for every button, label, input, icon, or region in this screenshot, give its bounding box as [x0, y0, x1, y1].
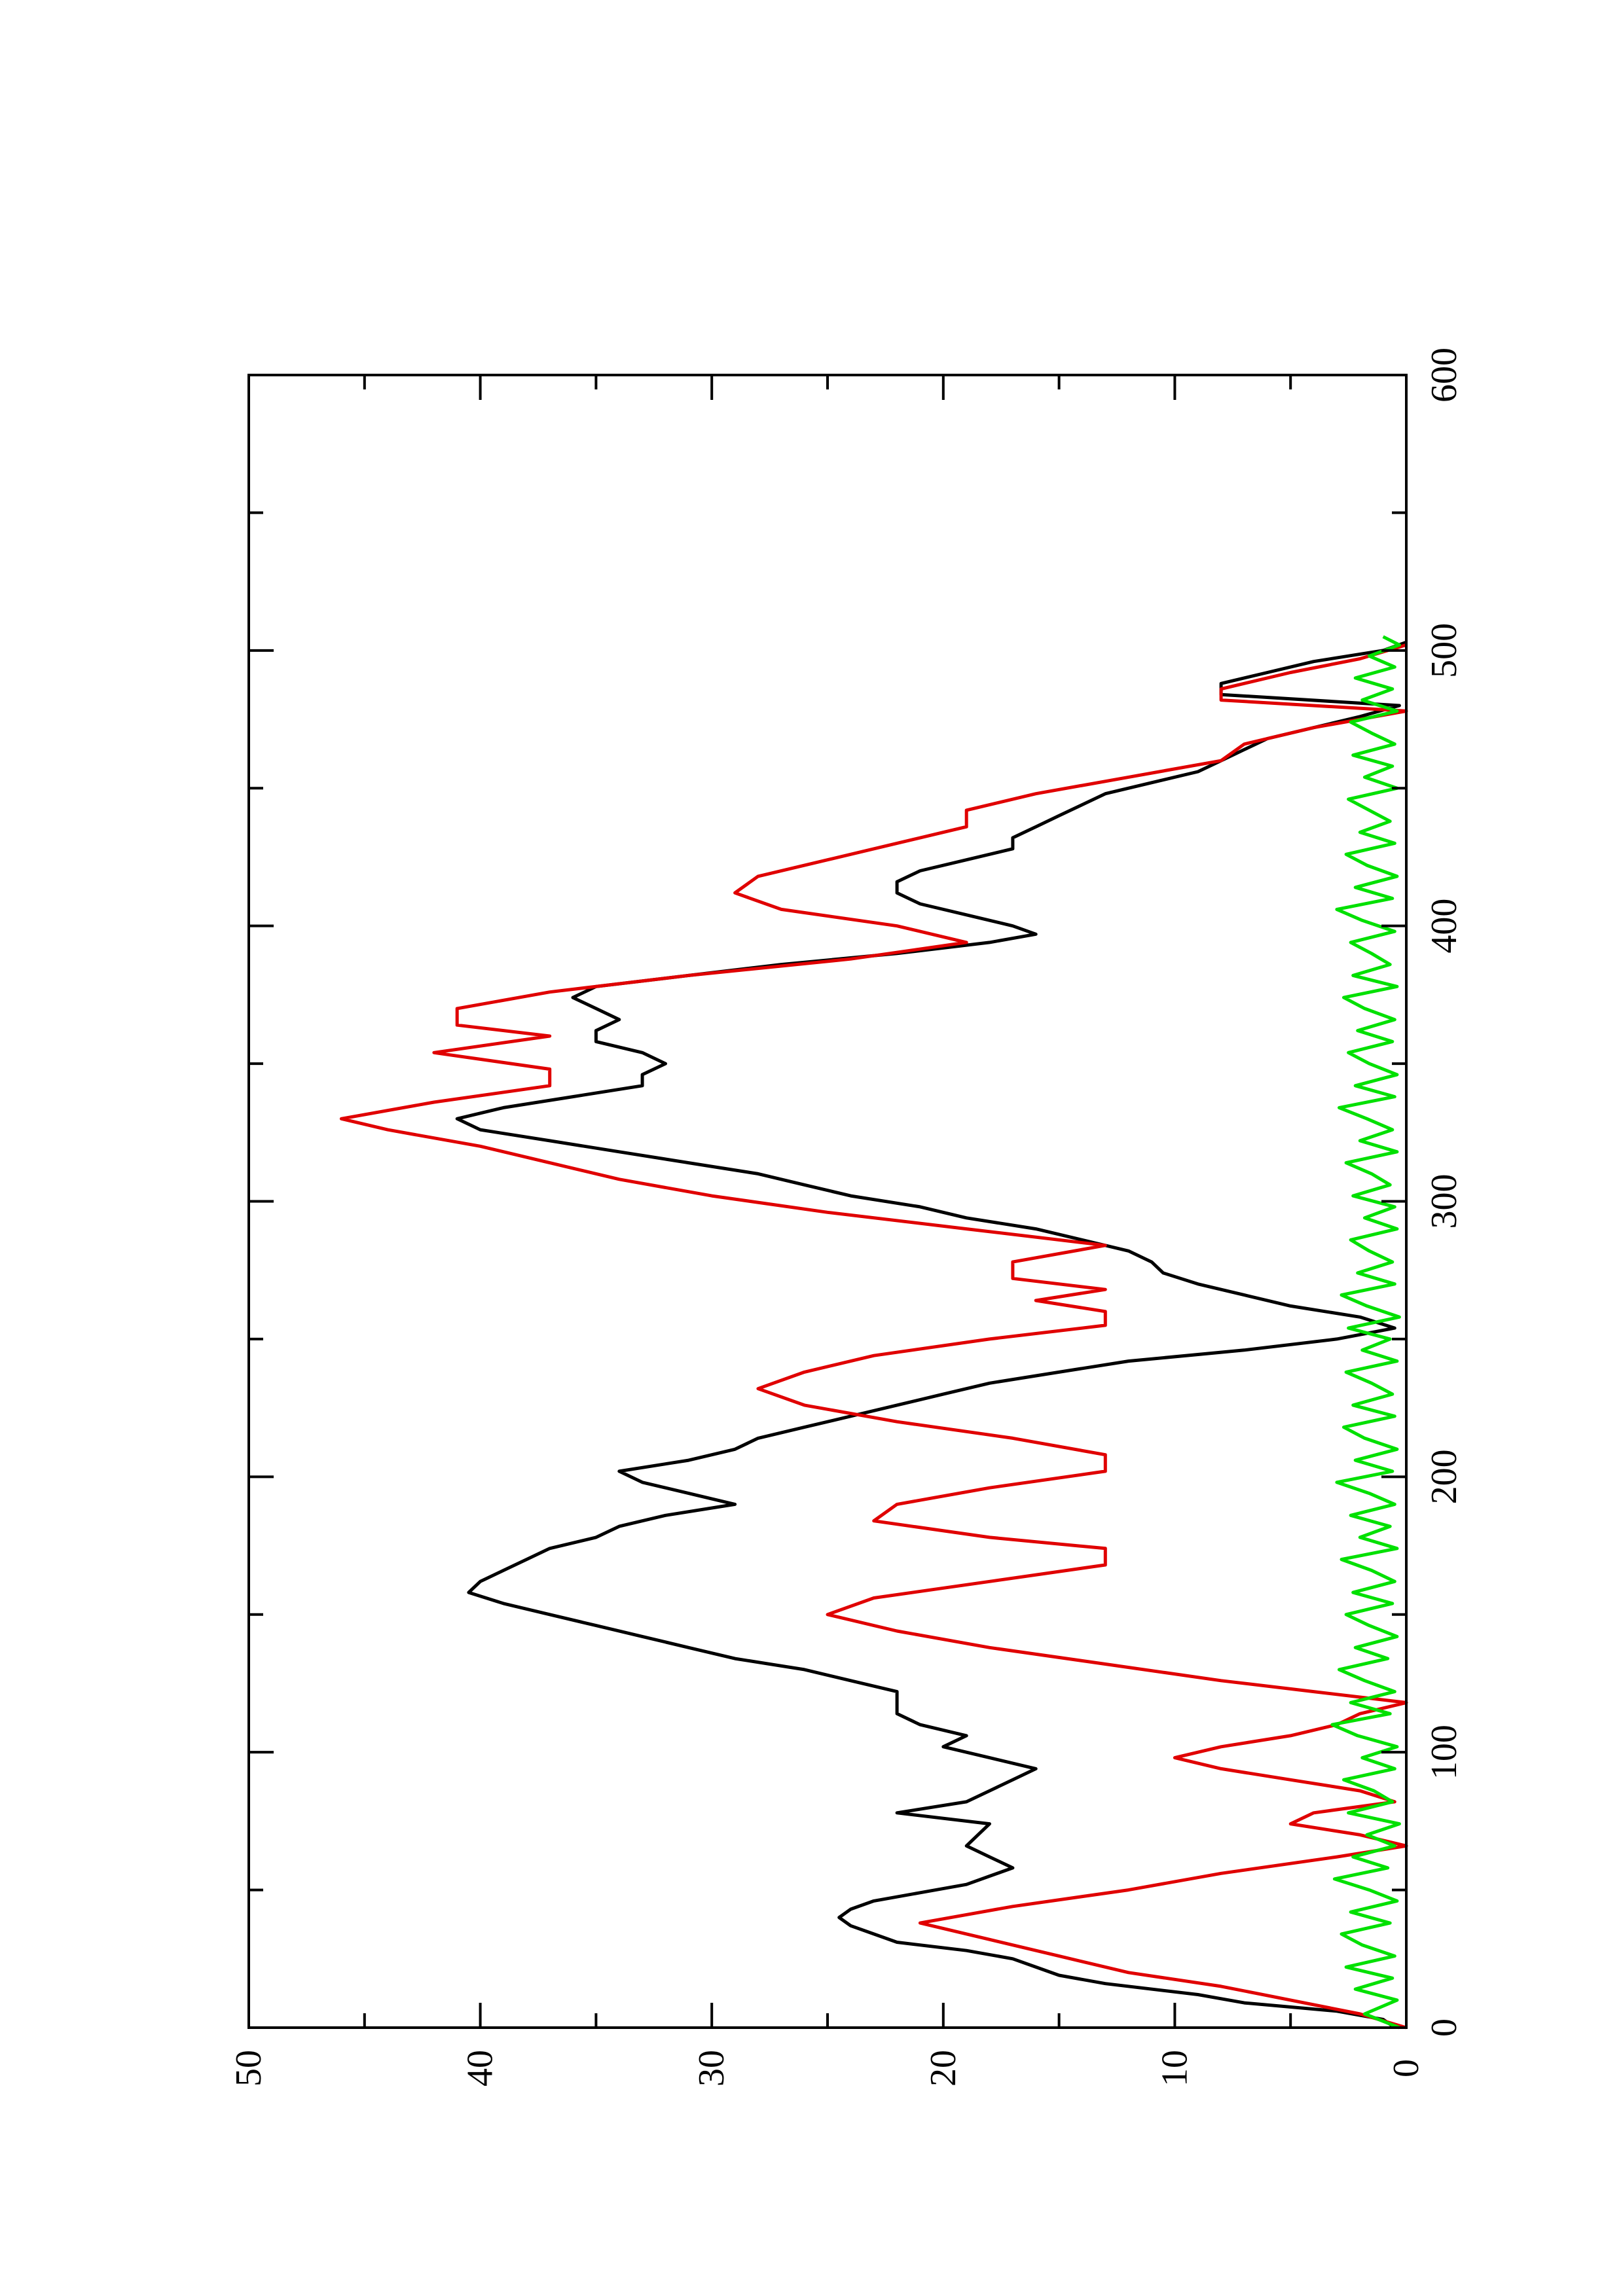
x-tick-label: 0 [1424, 2018, 1465, 2037]
y-tick-label: 30 [691, 2050, 732, 2087]
x-tick-label: 500 [1424, 623, 1465, 678]
y-tick-label: 20 [923, 2050, 964, 2087]
ticks-layer [247, 374, 1408, 2029]
y-tick-label: 0 [1386, 2059, 1427, 2077]
series-2-line [339, 643, 1408, 2030]
plot-frame [247, 374, 1408, 2029]
x-tick-label: 300 [1424, 1174, 1465, 1229]
y-tick-label: 40 [460, 2050, 501, 2087]
y-tick-label: 10 [1154, 2050, 1195, 2087]
x-tick-label: 400 [1424, 899, 1465, 954]
series-1-line [455, 640, 1407, 2030]
x-tick-label: 600 [1424, 348, 1465, 403]
series-3-line [1330, 635, 1401, 2030]
x-tick-label: 100 [1424, 1725, 1465, 1780]
labels-layer: 0 100 200 300 400 500 600 0 10 20 30 40 50 [228, 348, 1465, 2087]
x-tick-label: 200 [1424, 1449, 1465, 1504]
series-layer [339, 635, 1408, 2030]
y-tick-label: 50 [228, 2050, 269, 2087]
